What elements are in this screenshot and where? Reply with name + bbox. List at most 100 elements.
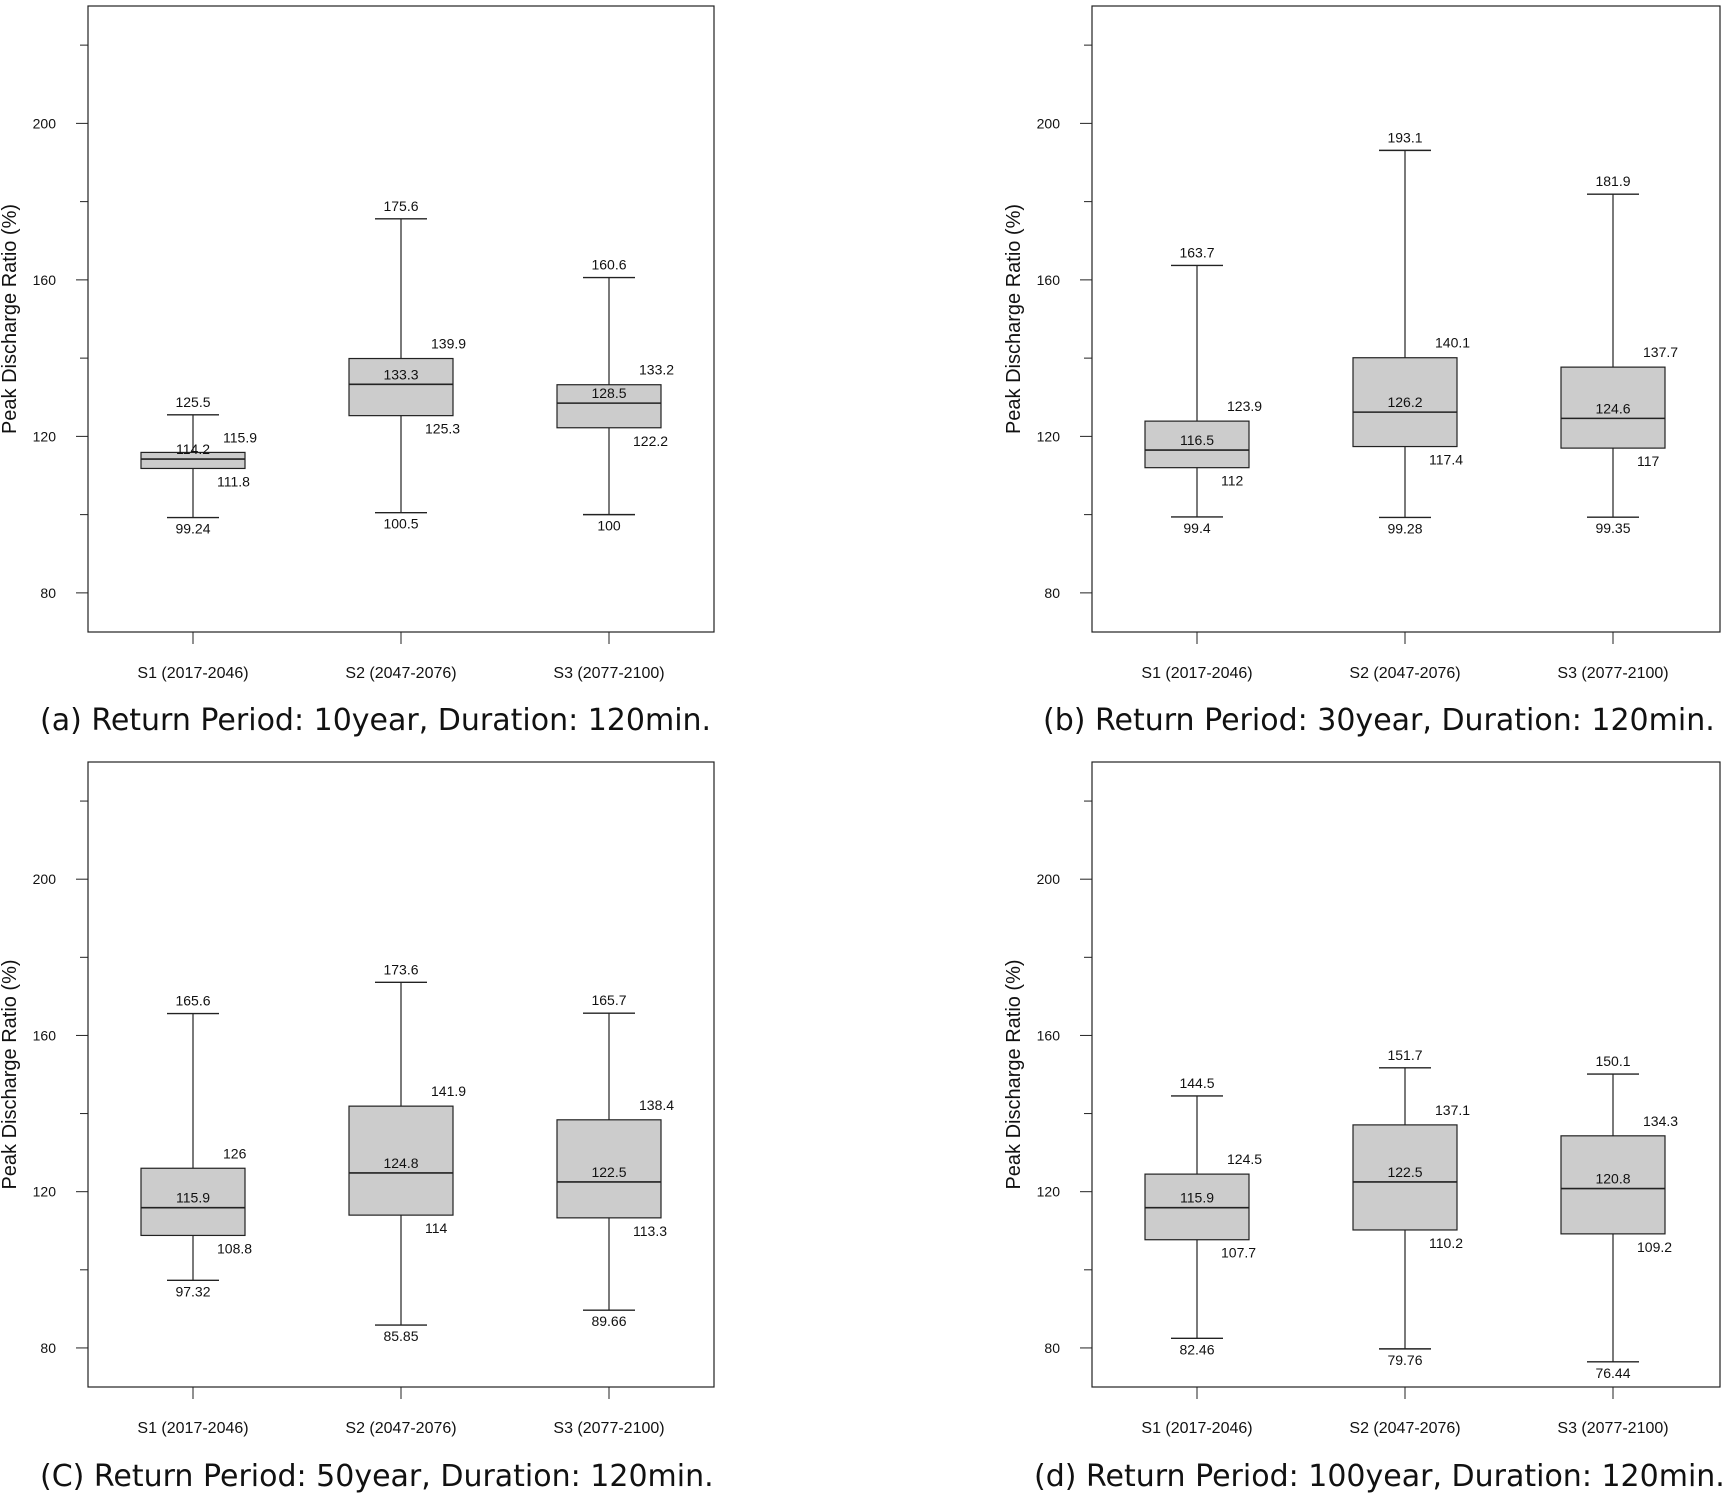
y-tick-label: 200 — [33, 115, 57, 131]
iqr-box — [556, 1119, 662, 1219]
min-label: 89.66 — [591, 1313, 626, 1329]
max-label: 163.7 — [1179, 244, 1214, 260]
median-label: 126.2 — [1387, 394, 1422, 410]
panel-caption: (C) Return Period: 50year, Duration: 120… — [40, 1459, 714, 1494]
median-label: 122.5 — [1387, 1164, 1422, 1180]
median-label: 115.9 — [176, 1190, 210, 1206]
q1-label: 111.8 — [217, 473, 250, 489]
q1-label: 125.3 — [425, 421, 460, 437]
median-label: 124.8 — [383, 1155, 418, 1171]
q1-label: 117.4 — [1429, 452, 1463, 468]
q1-label: 112 — [1221, 473, 1244, 489]
q1-label: 117 — [1637, 453, 1660, 469]
median-label: 128.5 — [591, 385, 626, 401]
q3-label: 123.9 — [1227, 398, 1262, 414]
y-tick-label: 120 — [33, 1184, 57, 1200]
min-label: 97.32 — [175, 1283, 210, 1299]
x-tick-label: S2 (2047-2076) — [1349, 665, 1460, 682]
q3-label: 133.2 — [639, 362, 674, 378]
iqr-box — [348, 1105, 454, 1216]
max-label: 193.1 — [1387, 129, 1422, 145]
min-label: 99.35 — [1595, 520, 1630, 536]
plot-frame — [1091, 5, 1721, 633]
q3-label: 140.1 — [1435, 335, 1470, 351]
y-tick-label: 80 — [40, 1340, 56, 1356]
y-tick-label: 80 — [1044, 585, 1060, 601]
median-label: 120.8 — [1595, 1171, 1630, 1187]
x-tick-label: S2 (2047-2076) — [345, 1420, 456, 1437]
min-label: 99.28 — [1387, 520, 1422, 536]
max-label: 181.9 — [1595, 173, 1630, 189]
min-label: 85.85 — [383, 1328, 418, 1344]
chart-panel-d: 80 120 160 200 Peak Discharge Ratio (%) S1 (2… — [1003, 761, 1724, 1494]
y-axis-label: Peak Discharge Ratio (%) — [1003, 959, 1025, 1189]
iqr-box — [1560, 1135, 1666, 1235]
y-axis-label: Peak Discharge Ratio (%) — [1003, 204, 1025, 434]
median-label: 122.5 — [591, 1164, 626, 1180]
x-tick-label: S3 (2077-2100) — [1557, 1420, 1668, 1437]
q1-label: 114 — [425, 1220, 448, 1236]
y-tick-label: 200 — [1037, 115, 1061, 131]
iqr-box — [1352, 357, 1458, 448]
chart-panel-b: 80 120 160 200 Peak Discharge Ratio (%) S1 (2… — [1003, 5, 1721, 738]
median-label: 116.5 — [1180, 432, 1214, 448]
y-axis-label: Peak Discharge Ratio (%) — [0, 959, 21, 1189]
max-label: 151.7 — [1387, 1047, 1422, 1063]
q3-label: 115.9 — [223, 429, 257, 445]
max-label: 125.5 — [175, 394, 210, 410]
y-tick-label: 120 — [33, 428, 57, 444]
iqr-box — [140, 1167, 246, 1237]
median-label: 124.6 — [1595, 400, 1630, 416]
y-tick-label: 160 — [33, 1027, 57, 1043]
iqr-box — [1352, 1124, 1458, 1231]
y-tick-label: 160 — [33, 272, 57, 288]
x-tick-label: S1 (2017-2046) — [1141, 665, 1252, 682]
q3-label: 124.5 — [1227, 1151, 1262, 1167]
median-label: 114.2 — [176, 441, 210, 457]
min-label: 82.46 — [1179, 1341, 1214, 1357]
min-label: 99.4 — [1183, 520, 1210, 536]
q1-label: 110.2 — [1429, 1235, 1463, 1251]
max-label: 165.7 — [591, 992, 626, 1008]
median-label: 115.9 — [1180, 1190, 1214, 1206]
max-label: 160.6 — [591, 257, 626, 273]
min-label: 99.24 — [175, 521, 210, 537]
iqr-box — [140, 451, 246, 470]
y-tick-label: 80 — [1044, 1340, 1060, 1356]
x-tick-label: S3 (2077-2100) — [553, 1420, 664, 1437]
min-label: 100 — [597, 518, 621, 534]
x-tick-label: S1 (2017-2046) — [1141, 1420, 1252, 1437]
iqr-box — [556, 384, 662, 429]
q3-label: 138.4 — [639, 1097, 674, 1113]
q3-label: 139.9 — [431, 336, 466, 352]
q3-label: 134.3 — [1643, 1113, 1678, 1129]
q1-label: 109.2 — [1637, 1239, 1672, 1255]
x-tick-label: S3 (2077-2100) — [1557, 665, 1668, 682]
iqr-box — [348, 357, 454, 417]
x-tick-label: S1 (2017-2046) — [137, 665, 248, 682]
q3-label: 141.9 — [431, 1083, 466, 1099]
y-tick-label: 80 — [40, 585, 56, 601]
y-tick-label: 200 — [1037, 871, 1061, 887]
x-tick-label: S2 (2047-2076) — [345, 665, 456, 682]
y-tick-label: 160 — [1037, 1027, 1061, 1043]
max-label: 150.1 — [1595, 1053, 1630, 1069]
max-label: 144.5 — [1179, 1075, 1214, 1091]
chart-panel-c: 80 120 160 200 Peak Discharge Ratio (%) S1 (2… — [0, 761, 715, 1494]
max-label: 165.6 — [175, 993, 210, 1009]
median-label: 133.3 — [383, 366, 418, 382]
y-axis-label: Peak Discharge Ratio (%) — [0, 204, 21, 434]
x-tick-label: S1 (2017-2046) — [137, 1420, 248, 1437]
min-label: 76.44 — [1595, 1365, 1630, 1381]
x-tick-label: S3 (2077-2100) — [553, 665, 664, 682]
panel-caption: (a) Return Period: 10year, Duration: 120… — [40, 703, 711, 738]
q1-label: 113.3 — [633, 1223, 667, 1239]
y-tick-label: 200 — [33, 871, 57, 887]
iqr-box — [1144, 420, 1250, 469]
y-tick-label: 120 — [1037, 1184, 1061, 1200]
q3-label: 137.7 — [1643, 344, 1678, 360]
plot-frame — [1091, 761, 1721, 1388]
y-tick-label: 160 — [1037, 272, 1061, 288]
panel-caption: (b) Return Period: 30year, Duration: 120… — [1043, 703, 1715, 738]
min-label: 79.76 — [1387, 1352, 1422, 1368]
